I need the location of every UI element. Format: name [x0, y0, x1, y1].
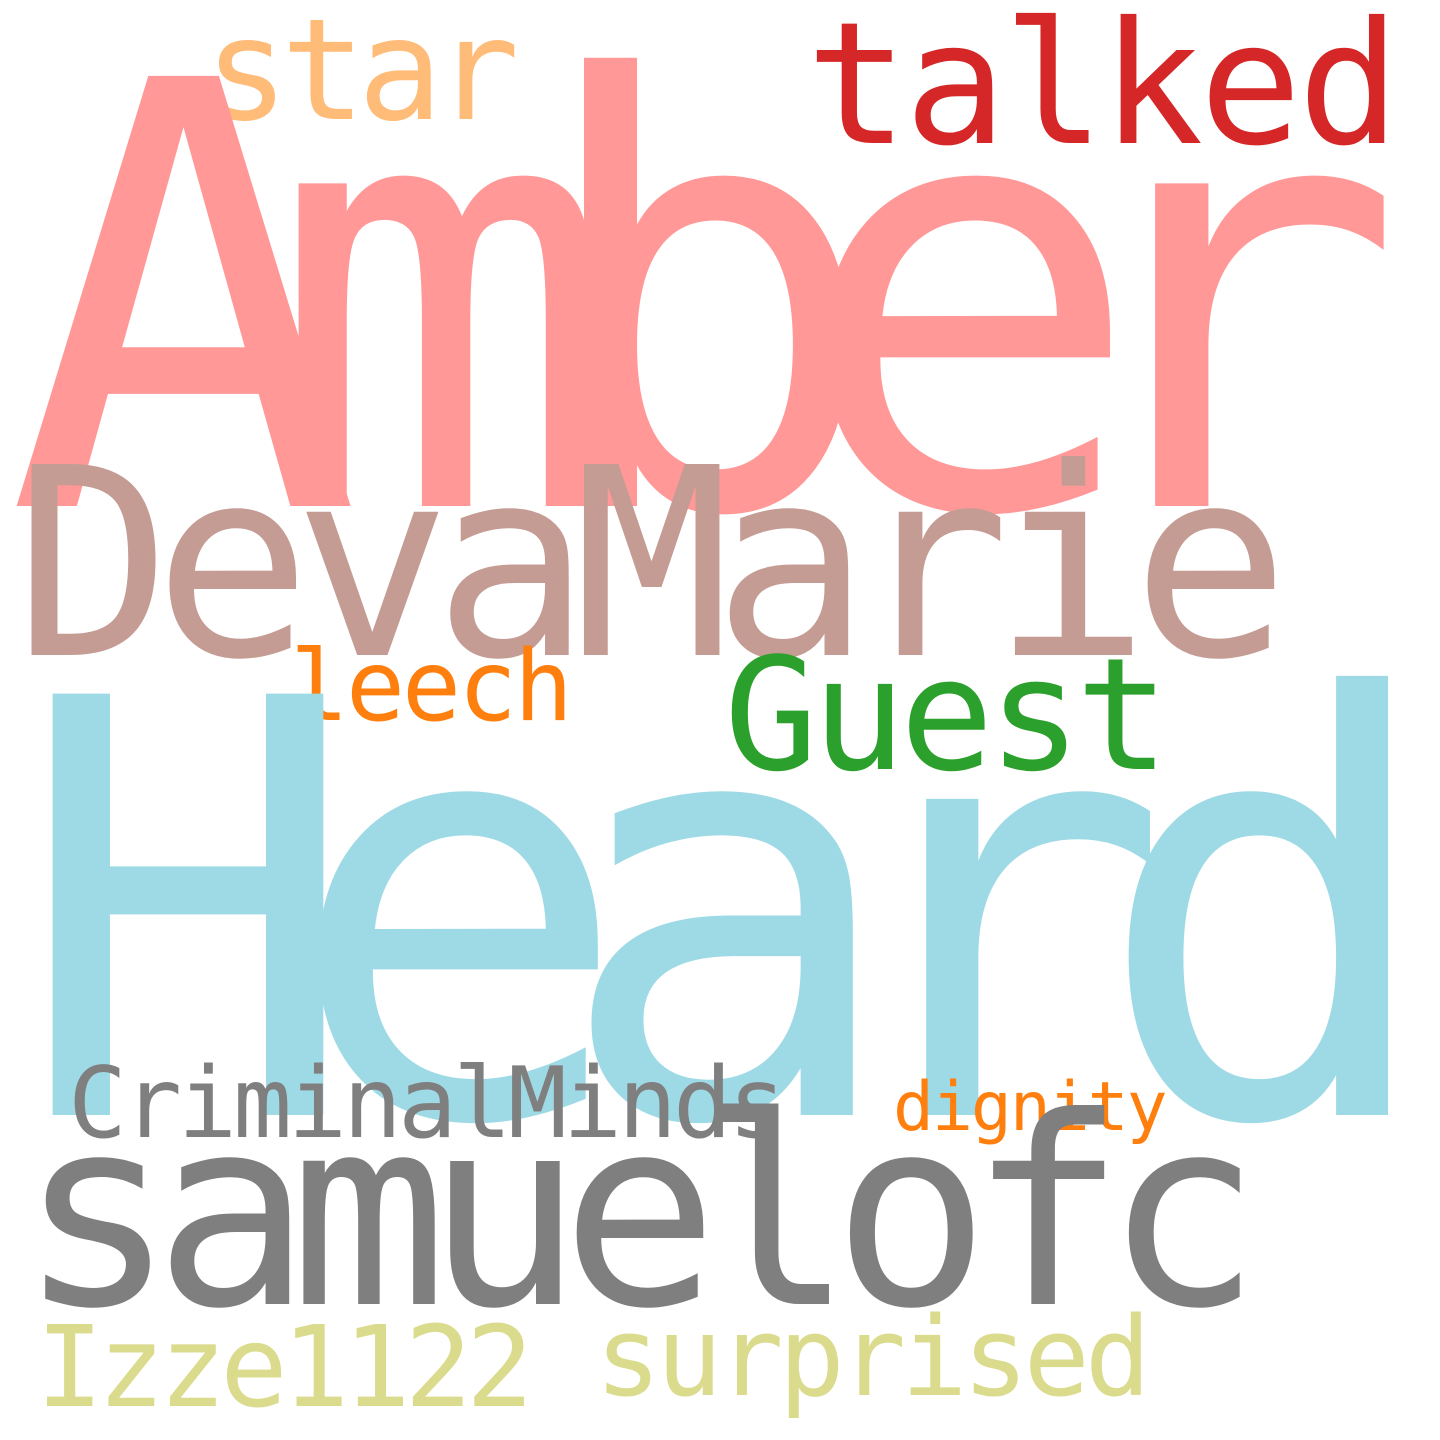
word-criminalminds: CriminalMinds: [68, 1047, 787, 1161]
word-talked: talked: [806, 0, 1400, 184]
word-guest: Guest: [724, 624, 1170, 806]
word-dignity: dignity: [893, 1068, 1168, 1147]
word-heard: Heard: [14, 579, 1440, 1252]
word-surprised: surprised: [595, 1293, 1151, 1421]
word-izze1122: Izze1122: [36, 1303, 533, 1433]
word-samuelofc: samuelofc: [18, 1061, 1262, 1366]
word-devamarie: DevaMarie: [14, 412, 1290, 717]
word-star: star: [204, 0, 520, 153]
word-amber: Amber: [6, 0, 1406, 646]
word-leech: leech: [290, 630, 573, 744]
